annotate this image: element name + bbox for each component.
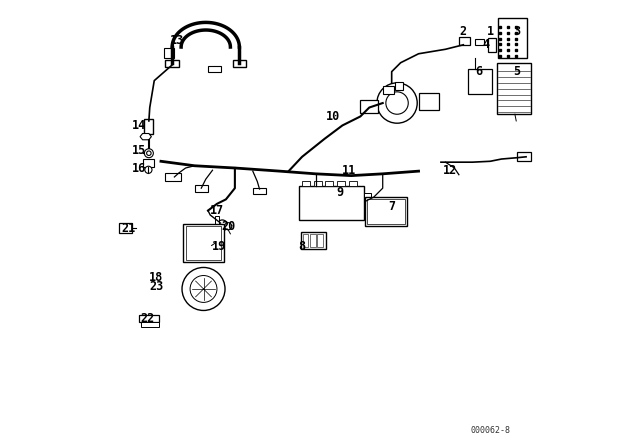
Text: 1: 1 <box>486 25 494 38</box>
Bar <box>184 224 224 262</box>
Bar <box>360 100 378 113</box>
Polygon shape <box>140 134 152 140</box>
Bar <box>383 86 394 94</box>
Bar <box>233 60 246 67</box>
Circle shape <box>225 223 232 230</box>
Bar <box>314 181 322 186</box>
Bar <box>299 186 364 220</box>
Text: 13: 13 <box>170 34 184 47</box>
Bar <box>215 216 219 228</box>
Text: 6: 6 <box>476 65 483 78</box>
Text: 16: 16 <box>131 161 146 175</box>
Bar <box>164 48 174 58</box>
Bar <box>364 193 371 211</box>
Bar <box>141 322 159 327</box>
Bar <box>302 181 310 186</box>
Bar <box>349 181 356 186</box>
Circle shape <box>216 238 223 246</box>
Circle shape <box>145 166 152 173</box>
Bar <box>310 234 316 247</box>
Bar <box>253 188 266 194</box>
Text: 14: 14 <box>131 119 146 132</box>
Text: 22: 22 <box>140 311 155 325</box>
Bar <box>195 185 208 192</box>
Circle shape <box>147 151 151 155</box>
Bar <box>365 197 408 226</box>
Text: 000062-8: 000062-8 <box>470 426 510 435</box>
Bar <box>325 181 333 186</box>
Circle shape <box>182 267 225 310</box>
Bar <box>165 60 179 67</box>
Text: 23: 23 <box>149 280 164 293</box>
Text: 15: 15 <box>131 143 146 157</box>
Bar <box>303 234 308 247</box>
Text: 8: 8 <box>298 240 306 253</box>
Circle shape <box>386 92 408 114</box>
Bar <box>419 93 439 110</box>
Bar <box>145 119 154 134</box>
Bar <box>475 39 484 45</box>
Text: 9: 9 <box>337 186 344 199</box>
Bar <box>208 66 221 72</box>
Bar <box>301 232 326 249</box>
Bar <box>517 152 531 161</box>
Bar <box>317 234 323 247</box>
Bar <box>367 199 405 224</box>
Bar <box>396 82 403 90</box>
Bar <box>186 226 221 260</box>
Text: 2: 2 <box>460 25 467 38</box>
Text: 7: 7 <box>388 199 396 213</box>
Bar <box>459 37 470 45</box>
Bar <box>143 159 154 167</box>
Bar <box>498 18 527 58</box>
Text: 21: 21 <box>122 222 136 235</box>
Bar <box>337 181 345 186</box>
Text: 3: 3 <box>513 25 521 38</box>
Bar <box>468 69 493 94</box>
Circle shape <box>377 83 417 123</box>
Circle shape <box>217 220 228 231</box>
Circle shape <box>145 149 154 158</box>
Text: 17: 17 <box>210 204 224 217</box>
Text: 11: 11 <box>342 164 356 177</box>
Text: 4: 4 <box>482 38 490 52</box>
Bar <box>119 223 132 233</box>
Text: 12: 12 <box>443 164 457 177</box>
Text: 19: 19 <box>212 240 227 253</box>
Text: 10: 10 <box>326 110 340 123</box>
Bar <box>488 38 496 52</box>
Bar <box>497 63 531 114</box>
Bar <box>165 173 181 181</box>
Text: 18: 18 <box>149 271 164 284</box>
Text: 5: 5 <box>513 65 521 78</box>
Bar <box>139 315 159 322</box>
Text: 20: 20 <box>221 220 236 233</box>
Circle shape <box>190 276 217 302</box>
